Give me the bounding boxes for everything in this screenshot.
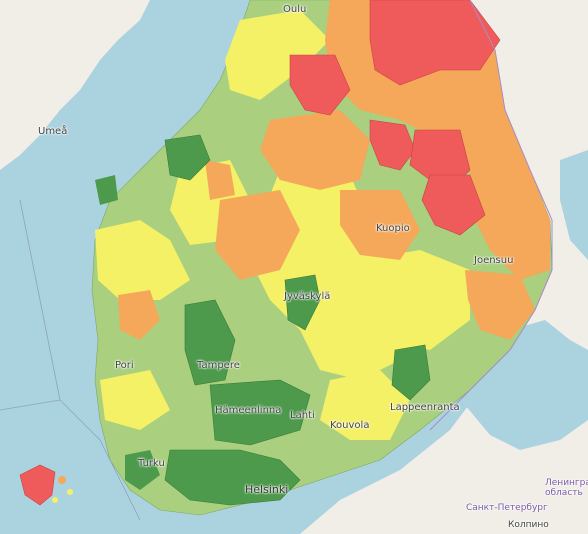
region-orange-mid — [205, 160, 235, 200]
label-lahti: Lahti — [290, 410, 315, 421]
label-spb: Санкт-Петербург — [466, 503, 548, 513]
label-helsinki: Helsinki — [245, 483, 289, 496]
label-tampere: Tampere — [197, 360, 240, 371]
label-jyvaskyla: Jyväskylä — [284, 291, 331, 302]
sea-border-1 — [0, 399, 141, 521]
region-red-east1 — [369, 119, 416, 171]
aland-island-1 — [58, 476, 66, 484]
label-oulu: Oulu — [283, 4, 307, 15]
region-yellow-east — [350, 250, 470, 350]
aland-island-2 — [67, 489, 73, 495]
estonia-land — [330, 500, 588, 534]
region-orange-savo — [215, 190, 300, 280]
region-darkgreen-turku — [125, 450, 160, 490]
region-darkgreen-tampere — [184, 299, 236, 386]
region-orange-kainuu — [260, 110, 370, 190]
aland-island-3 — [52, 497, 58, 503]
region-yellow-north — [225, 10, 330, 100]
region-darkgreen-hame — [209, 379, 311, 446]
label-pori: Pori — [115, 360, 134, 371]
label-kuopio: Kuopio — [376, 223, 410, 234]
region-yellow-south — [100, 370, 170, 430]
label-lappeenranta: Lappeenranta — [390, 402, 460, 413]
lake-onega — [560, 150, 588, 260]
region-orange-karelia — [465, 270, 535, 340]
region-orange-kuopio — [340, 190, 420, 260]
region-darkgreen-lappeenranta — [391, 344, 431, 401]
sea-border-2 — [19, 199, 61, 401]
region-red-east3 — [421, 174, 486, 236]
region-darkgreen-uusimaa — [164, 449, 301, 506]
label-hameenlinna: Hämeenlinna — [215, 405, 282, 416]
region-red-aland — [19, 464, 56, 506]
label-turku: Turku — [138, 458, 165, 469]
region-darkgreen-ostrobothnia — [164, 134, 211, 181]
label-kolpino: Колпино — [508, 520, 549, 530]
region-darkgreen-jyvaskyla — [284, 274, 321, 331]
sweden-land — [0, 0, 150, 170]
label-joensuu: Joensuu — [474, 255, 514, 266]
russia-border — [429, 0, 553, 431]
label-kouvola: Kouvola — [330, 420, 370, 431]
region-red-lapland — [369, 0, 501, 86]
region-orange-west — [118, 290, 160, 340]
label-leningrad: Ленинград область — [545, 478, 588, 498]
region-darkgreen-vaasa — [95, 175, 118, 205]
region-red-north — [289, 54, 351, 116]
region-yellow-west — [95, 220, 190, 300]
label-umea: Umeå — [38, 126, 68, 137]
region-yellow-kymi — [320, 370, 410, 440]
